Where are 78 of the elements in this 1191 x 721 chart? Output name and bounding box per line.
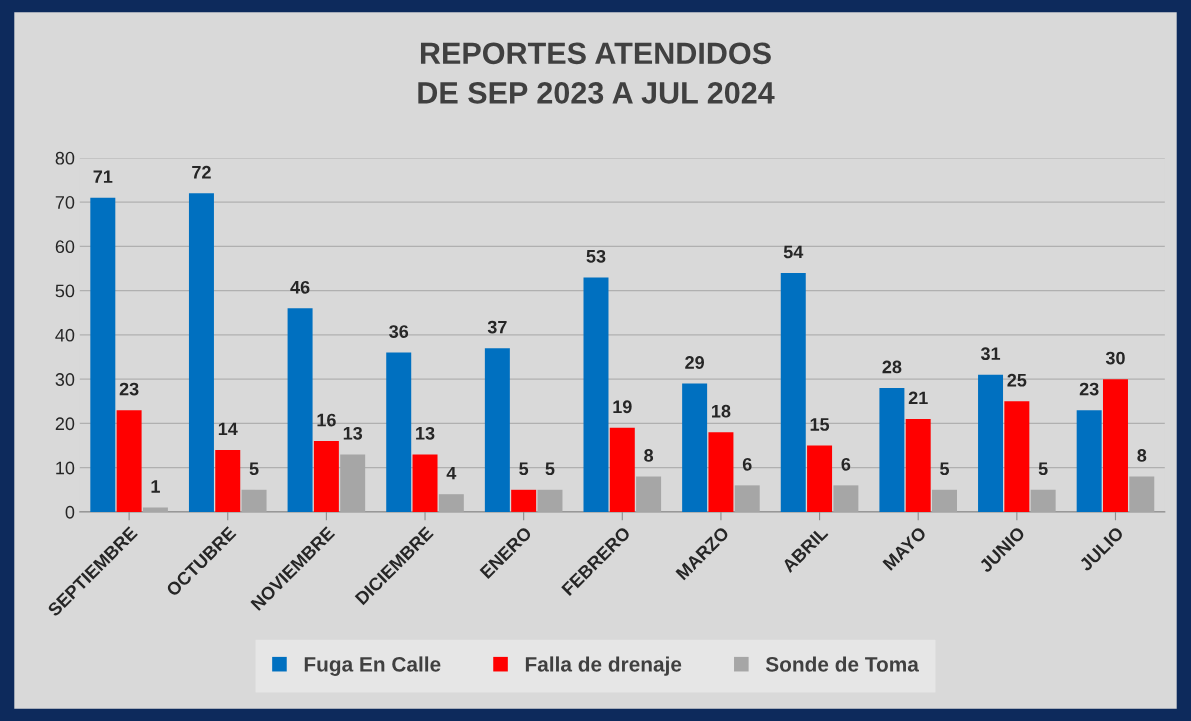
data-label: 5 — [1038, 462, 1048, 476]
bar — [412, 454, 438, 512]
data-label: 6 — [841, 457, 851, 471]
bar — [734, 485, 760, 512]
data-label: 30 — [1105, 351, 1125, 365]
bar — [142, 507, 168, 512]
bar — [188, 193, 214, 512]
data-label: 15 — [810, 418, 830, 431]
data-label: 13 — [343, 426, 363, 440]
y-tick-label: 60 — [55, 240, 75, 254]
data-label: 13 — [416, 426, 435, 440]
y-tick-label: 10 — [56, 461, 75, 475]
bar — [241, 489, 267, 512]
data-label: 4 — [446, 466, 457, 480]
bar — [484, 348, 510, 512]
bar — [1129, 476, 1155, 512]
data-label: 5 — [940, 462, 950, 476]
data-label: 19 — [613, 400, 632, 414]
data-label: 23 — [1079, 382, 1099, 396]
data-label: 71 — [93, 170, 113, 183]
data-label: 18 — [712, 404, 731, 418]
data-label: 8 — [1137, 449, 1147, 462]
bar — [1102, 379, 1128, 512]
data-label: 21 — [908, 391, 928, 405]
data-label: 53 — [586, 249, 606, 263]
bar — [438, 494, 464, 512]
legend-label: Sonde de Toma — [765, 656, 919, 672]
legend-label: Fuga En Calle — [304, 656, 441, 676]
bar — [511, 489, 537, 512]
data-label: 14 — [218, 422, 238, 436]
bar — [1004, 401, 1030, 512]
bar — [1030, 489, 1056, 512]
data-label: 28 — [882, 360, 902, 374]
y-tick-label: 20 — [55, 417, 75, 431]
bar — [215, 449, 241, 512]
data-label: 46 — [290, 280, 310, 294]
bar — [313, 441, 339, 512]
data-label: 8 — [644, 449, 654, 462]
data-label: 16 — [317, 413, 336, 427]
data-label: 72 — [192, 165, 211, 179]
data-label: 54 — [783, 245, 804, 259]
data-label: 29 — [685, 356, 704, 369]
data-label: 6 — [742, 457, 752, 471]
bar — [879, 388, 905, 512]
bar — [807, 445, 833, 512]
y-tick-label: 80 — [55, 151, 75, 165]
bar — [932, 489, 957, 512]
data-label: 5 — [519, 462, 529, 476]
bar — [90, 197, 116, 512]
data-label: 37 — [487, 320, 507, 334]
bar — [1076, 410, 1102, 512]
bar — [833, 485, 859, 512]
bar — [583, 277, 609, 512]
bar — [708, 432, 734, 512]
chart-title: REPORTES ATENDIDOS DE SEP 2023 A JUL 2024 — [418, 42, 775, 104]
data-label: 31 — [980, 347, 1001, 361]
data-label: 36 — [389, 325, 409, 338]
y-tick-label: 70 — [55, 196, 75, 209]
data-label: 5 — [545, 462, 555, 476]
y-tick-label: 50 — [55, 284, 75, 298]
bar — [537, 489, 563, 512]
bar — [609, 427, 635, 512]
bar — [636, 476, 662, 512]
legend-label: Falla de drenaje — [525, 656, 682, 676]
data-label: 5 — [249, 462, 259, 476]
bar — [682, 383, 708, 512]
bar — [287, 308, 313, 512]
y-tick-label: 30 — [55, 373, 75, 386]
y-tick-label: 40 — [55, 328, 75, 342]
bar — [116, 410, 142, 512]
y-tick-label: 0 — [65, 505, 75, 519]
bar — [905, 418, 931, 512]
data-label: 23 — [119, 382, 139, 396]
data-label: 1 — [151, 480, 160, 493]
bar — [978, 374, 1004, 512]
bar — [780, 272, 806, 512]
data-label: 25 — [1007, 373, 1027, 387]
bar — [386, 352, 412, 512]
